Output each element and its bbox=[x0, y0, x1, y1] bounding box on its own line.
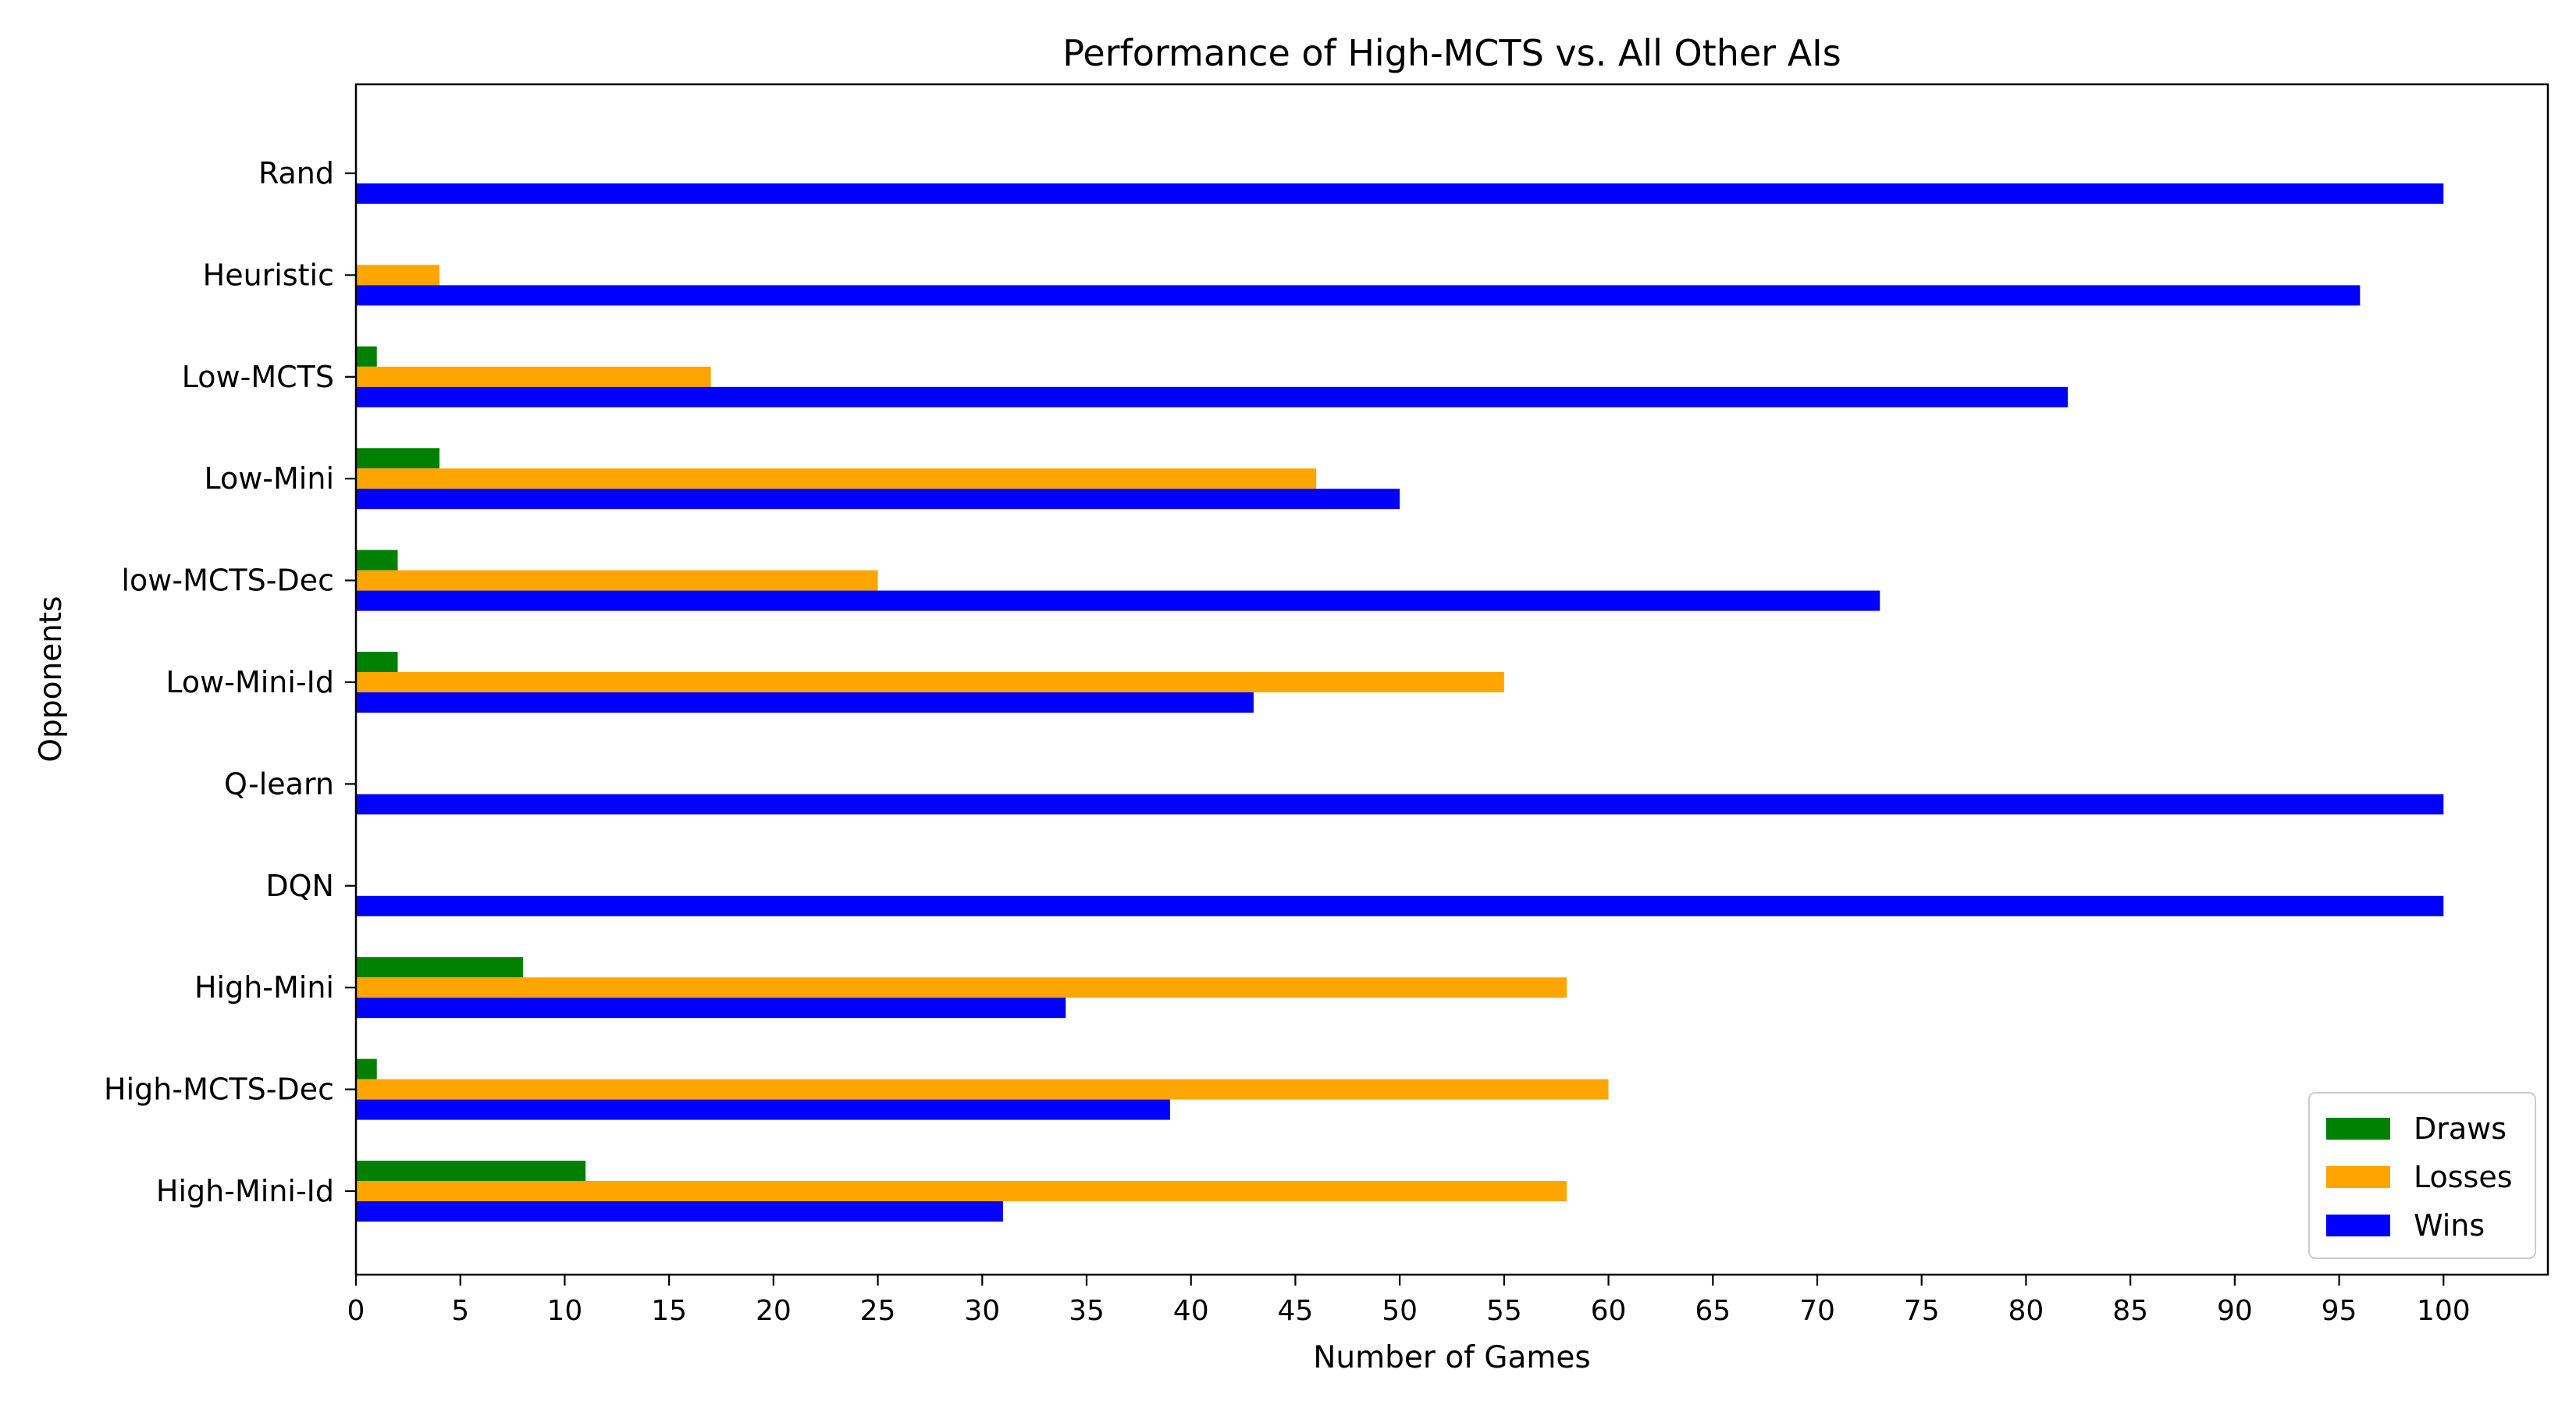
legend-label-wins: Wins bbox=[2414, 1208, 2485, 1243]
bar-wins-rand bbox=[356, 183, 2444, 204]
plot-frame bbox=[354, 83, 2549, 1276]
bar-losses-heuristic bbox=[356, 265, 439, 286]
bar-wins-high-mini bbox=[356, 998, 1066, 1019]
bar-draws-low-mini-id bbox=[356, 652, 398, 672]
bar-wins-high-mcts-dec bbox=[356, 1099, 1170, 1120]
x-tick-label: 55 bbox=[1486, 1295, 1522, 1327]
x-tick-label: 25 bbox=[860, 1295, 896, 1327]
y-tick-label-high-mcts-dec: High-MCTS-Dec bbox=[104, 1072, 334, 1107]
x-tick-label: 15 bbox=[651, 1295, 687, 1327]
bar-draws-high-mini-id bbox=[356, 1161, 586, 1181]
bar-draws-high-mini bbox=[356, 957, 523, 978]
x-tick-label: 35 bbox=[1069, 1295, 1105, 1327]
x-tick-label: 90 bbox=[2217, 1295, 2253, 1327]
legend: Draws Losses Wins bbox=[2308, 1092, 2536, 1259]
bar-losses-high-mini-id bbox=[356, 1181, 1567, 1201]
y-axis-label: Opponents bbox=[34, 596, 69, 762]
x-tick-label: 75 bbox=[1904, 1295, 1940, 1327]
y-tick-label-q-learn: Q-learn bbox=[224, 767, 334, 801]
bar-wins-high-mini-id bbox=[356, 1201, 1004, 1222]
y-tick-label-high-mini-id: High-Mini-Id bbox=[156, 1174, 334, 1208]
bar-draws-low-mini bbox=[356, 448, 439, 469]
bar-losses-high-mcts-dec bbox=[356, 1079, 1609, 1100]
bar-wins-low-mini bbox=[356, 489, 1400, 510]
x-axis: 0 5 10 15 20 25 30 35 40 45 50 55 60 65 70 75 80 85 90 95 10… bbox=[347, 1275, 2471, 1327]
y-tick-label-low-mcts-dec: low-MCTS-Dec bbox=[122, 564, 335, 598]
x-tick-label: 95 bbox=[2322, 1295, 2357, 1327]
x-tick-label: 10 bbox=[547, 1295, 583, 1327]
y-tick-label-low-mcts: Low-MCTS bbox=[182, 360, 334, 394]
bar-wins-low-mini-id bbox=[356, 692, 1254, 713]
y-tick-label-high-mini: High-Mini bbox=[194, 970, 334, 1005]
bar-losses-high-mini bbox=[356, 977, 1567, 998]
y-tick-label-heuristic: Heuristic bbox=[203, 258, 334, 292]
x-tick-label: 5 bbox=[451, 1295, 469, 1327]
x-tick-label: 100 bbox=[2417, 1295, 2471, 1327]
y-axis: Rand Heuristic Low-MCTS Low-Mini low-MCTS-De… bbox=[104, 156, 356, 1208]
x-tick-label: 70 bbox=[1799, 1295, 1835, 1327]
legend-swatch-draws bbox=[2326, 1118, 2390, 1140]
bar-draws-high-mcts-dec bbox=[356, 1058, 377, 1080]
bar-losses-low-mcts-dec bbox=[356, 570, 878, 591]
bars-layer bbox=[356, 183, 2444, 1222]
x-tick-label: 20 bbox=[756, 1295, 792, 1327]
bar-wins-low-mcts bbox=[356, 386, 2068, 407]
y-tick-label-rand: Rand bbox=[258, 156, 334, 190]
y-tick-label-low-mini: Low-Mini bbox=[204, 461, 334, 496]
x-tick-label: 30 bbox=[964, 1295, 1000, 1327]
x-tick-label: 45 bbox=[1278, 1295, 1314, 1327]
x-tick-label: 80 bbox=[2008, 1295, 2044, 1327]
x-tick-label: 50 bbox=[1382, 1295, 1418, 1327]
chart-title: Performance of High-MCTS vs. All Other A… bbox=[1062, 32, 1841, 74]
legend-label-draws: Draws bbox=[2414, 1112, 2507, 1146]
y-tick-label-dqn: DQN bbox=[265, 869, 334, 903]
bar-losses-low-mini-id bbox=[356, 672, 1504, 692]
bar-losses-low-mini bbox=[356, 468, 1317, 489]
x-axis-label: Number of Games bbox=[1313, 1340, 1590, 1375]
x-tick-label: 65 bbox=[1695, 1295, 1731, 1327]
y-tick-label-low-mini-id: Low-Mini-Id bbox=[165, 665, 334, 699]
legend-swatch-losses bbox=[2326, 1166, 2390, 1188]
legend-swatch-wins bbox=[2326, 1215, 2390, 1236]
x-tick-label: 85 bbox=[2112, 1295, 2148, 1327]
x-tick-label: 40 bbox=[1173, 1295, 1209, 1327]
bar-draws-low-mcts-dec bbox=[356, 550, 398, 571]
bar-wins-q-learn bbox=[356, 794, 2444, 815]
bar-draws-low-mcts bbox=[356, 346, 377, 367]
bar-wins-heuristic bbox=[356, 285, 2361, 306]
bar-losses-low-mcts bbox=[356, 366, 711, 387]
legend-label-losses: Losses bbox=[2414, 1160, 2513, 1194]
bar-wins-low-mcts-dec bbox=[356, 590, 1880, 611]
bar-wins-dqn bbox=[356, 895, 2444, 916]
x-tick-label: 60 bbox=[1591, 1295, 1627, 1327]
x-tick-label: 0 bbox=[347, 1295, 365, 1327]
